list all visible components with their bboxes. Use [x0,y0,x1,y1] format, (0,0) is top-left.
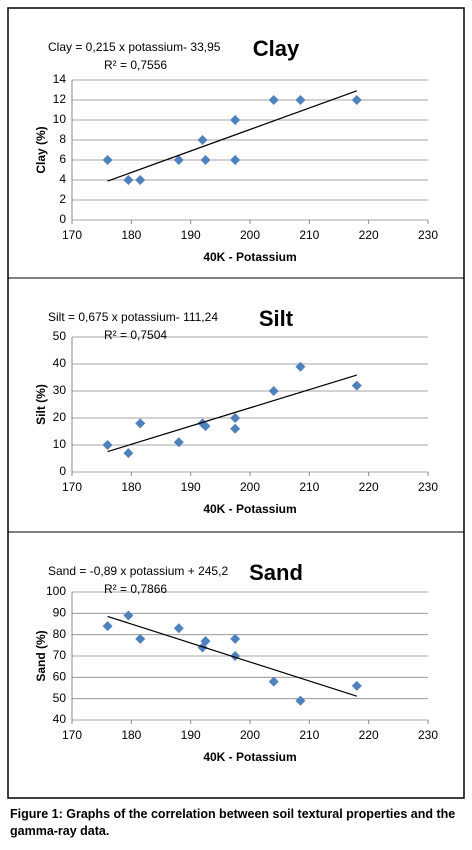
point [230,155,241,165]
x-tick-label: 220 [359,728,379,742]
x-tick-label: 230 [418,480,438,494]
y-tick-label: 4 [59,172,66,186]
y-tick-label: 40 [53,356,67,370]
point [351,380,362,391]
point [230,115,241,125]
point [268,95,279,105]
y-tick-label: 70 [53,648,67,662]
point [123,448,134,459]
x-tick-label: 180 [121,228,141,242]
y-tick-label: 10 [53,112,67,126]
x-tick-label: 200 [240,728,260,742]
x-tick-label: 190 [181,228,201,242]
trendline [107,90,358,182]
annotation: R² = 0,7504 [104,328,167,342]
x-tick-label: 170 [62,480,82,494]
y-tick-label: 20 [53,410,67,424]
x-tick-label: 170 [62,728,82,742]
x-axis-label: 40K - Potassium [203,502,296,516]
y-tick-label: 12 [53,92,67,106]
x-tick-label: 220 [359,480,379,494]
point [173,437,184,448]
point [295,361,306,372]
point [200,421,211,432]
caption: Figure 1: Graphs of the correlation betw… [10,807,456,838]
x-axis-label: 40K - Potassium [203,750,296,764]
y-axis-label: Sand (%) [34,630,48,681]
x-tick-label: 200 [240,480,260,494]
x-tick-label: 210 [299,228,319,242]
annotation: Sand = -0,89 x potassium + 245,2 [48,564,228,578]
point [102,155,113,165]
y-tick-label: 0 [59,212,66,226]
point [123,610,134,621]
x-tick-label: 230 [418,728,438,742]
point [230,413,241,423]
y-tick-label: 0 [59,464,66,478]
x-tick-label: 190 [181,728,201,742]
x-tick-label: 220 [359,228,379,242]
point [230,633,241,644]
y-tick-label: 100 [46,584,66,598]
chart-title: Silt [259,306,294,331]
point [135,418,146,429]
point [295,95,306,105]
annotation: Clay = 0,215 x potassium- 33,95 [48,40,221,54]
y-tick-label: 2 [59,192,66,206]
trendline [107,374,357,453]
point [123,175,134,185]
annotation: Silt = 0,675 x potassium- 111,24 [48,310,218,324]
y-tick-label: 14 [53,72,67,86]
y-tick-label: 10 [53,437,67,451]
y-axis-label: Silt (%) [34,384,48,425]
point [351,95,362,105]
point [135,175,146,185]
point [173,623,184,634]
frame [7,7,465,799]
y-tick-label: 90 [53,606,67,620]
y-tick-label: 80 [53,627,67,641]
x-tick-label: 170 [62,228,82,242]
point [200,636,211,647]
y-tick-label: 40 [53,712,67,726]
y-tick-label: 6 [59,152,66,166]
point [268,676,279,687]
y-tick-label: 8 [59,132,66,146]
y-tick-label: 60 [53,670,67,684]
x-tick-label: 190 [181,480,201,494]
chart-title: Clay [253,36,300,61]
chart-title: Sand [249,560,303,585]
x-tick-label: 200 [240,228,260,242]
point [230,423,241,434]
point [200,155,211,165]
y-tick-label: 50 [53,691,67,705]
y-tick-label: 30 [53,383,67,397]
point [135,633,146,644]
x-tick-label: 230 [418,228,438,242]
x-tick-label: 210 [299,728,319,742]
point [102,621,113,632]
x-tick-label: 180 [121,728,141,742]
y-axis-label: Clay (%) [34,126,48,173]
point [351,680,362,691]
point [102,440,113,450]
x-axis-label: 40K - Potassium [203,250,296,264]
x-tick-label: 180 [121,480,141,494]
y-tick-label: 50 [53,329,67,343]
annotation: R² = 0,7556 [104,58,167,72]
trendline [107,615,357,697]
point [295,695,306,706]
point [197,135,208,145]
annotation: R² = 0,7866 [104,582,167,596]
point [173,155,184,165]
x-tick-label: 210 [299,480,319,494]
point [268,386,279,396]
